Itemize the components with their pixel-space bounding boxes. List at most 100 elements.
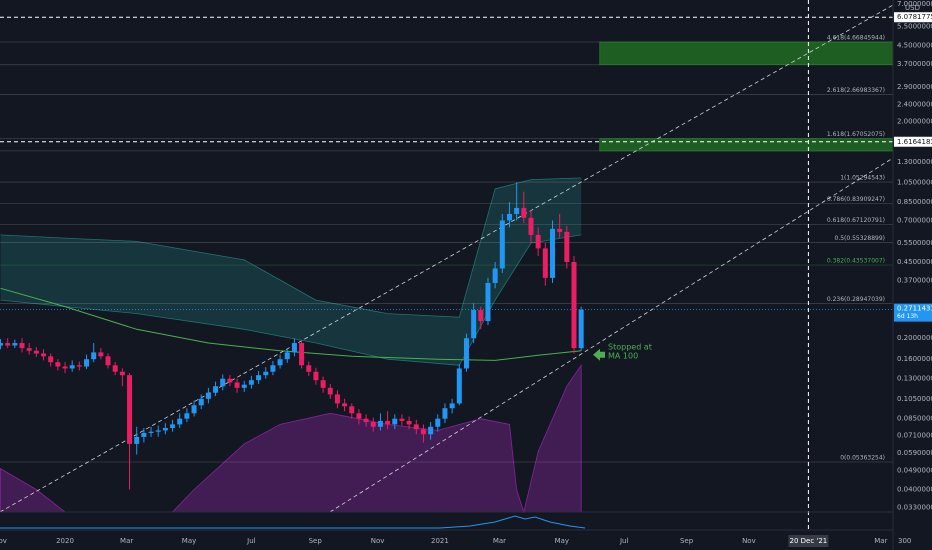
- candle-body: [26, 348, 32, 351]
- candle-body: [492, 268, 498, 283]
- last-price-label: 0.27114311: [897, 305, 932, 313]
- candle-body: [342, 403, 348, 407]
- candles: [0, 182, 584, 490]
- candle-body: [356, 413, 362, 419]
- fib-label: 0.5(0.55328899): [835, 235, 886, 242]
- y-tick-label: 7.0000000: [897, 0, 932, 8]
- y-tick-label: 5.5000000: [897, 23, 932, 31]
- candle-body: [220, 378, 226, 387]
- candle-body: [91, 352, 97, 360]
- fib-label: 0(0.05363254): [840, 454, 885, 461]
- candle-body: [205, 392, 211, 399]
- currency: USD: [905, 4, 920, 12]
- candle-body: [406, 420, 412, 425]
- target-zone: [599, 41, 894, 66]
- y-tick-label: 2.0000000: [897, 118, 932, 126]
- price-line-label: 1.61641838: [897, 138, 932, 146]
- annotation-text: Stopped at: [608, 342, 652, 351]
- price-line-tag: [894, 136, 932, 147]
- x-tick-label: Mar: [120, 537, 133, 545]
- band-fill: [0, 177, 582, 366]
- candle-body: [155, 430, 161, 432]
- y-tick-label: 1.3000000: [897, 158, 932, 166]
- candle-body: [270, 365, 276, 372]
- x-tick-label: May: [182, 537, 196, 545]
- indicator-label: 300: [898, 537, 911, 545]
- candle-body: [542, 248, 548, 278]
- y-tick-label: 0.05900000: [897, 449, 932, 457]
- candle-body: [485, 282, 491, 322]
- candle-body: [0, 343, 4, 346]
- y-tick-label: 0.16000000: [897, 355, 932, 363]
- y-tick-label: 0.07100000: [897, 432, 932, 440]
- crosshair-tag: [788, 535, 829, 547]
- x-tick-label: 2021: [431, 537, 449, 545]
- candle-body: [19, 343, 25, 349]
- candle-body: [334, 394, 340, 404]
- candle-body: [5, 343, 11, 346]
- candle-body: [385, 420, 391, 425]
- channel-lower: [329, 157, 894, 513]
- candle-body: [514, 207, 520, 214]
- candle-body: [198, 398, 204, 406]
- candle-body: [320, 380, 326, 388]
- y-tick-label: 2.9000000: [897, 83, 932, 91]
- ma100-line: [0, 287, 582, 361]
- fib-label: 4.618(4.66845944): [827, 35, 885, 42]
- x-tick-label: May: [555, 537, 569, 545]
- band-upper: [0, 177, 582, 318]
- fib-label: 0.382(0.43537007): [827, 258, 885, 265]
- candle-body: [184, 413, 190, 419]
- fib-label: 0.618(0.67120791): [827, 217, 885, 224]
- candle-body: [119, 371, 125, 376]
- candle-body: [62, 366, 68, 369]
- candle-body: [55, 362, 61, 367]
- candle-body: [112, 365, 118, 372]
- countdown: 6d 13h: [897, 313, 918, 320]
- y-tick-label: 0.13000000: [897, 375, 932, 383]
- candle-body: [162, 427, 168, 431]
- candle-body: [105, 356, 111, 366]
- candle-body: [277, 359, 283, 366]
- candle-body: [33, 350, 39, 354]
- candle-body: [127, 375, 133, 444]
- candle-body: [98, 352, 104, 357]
- fib-label: 1.618(1.67052075): [827, 131, 885, 138]
- x-tick-label: Nov: [371, 537, 385, 545]
- candle-body: [413, 424, 419, 430]
- candle-body: [48, 356, 54, 363]
- candle-body: [256, 375, 262, 381]
- candle-body: [499, 220, 505, 269]
- candle-body: [535, 234, 541, 249]
- x-tick-label: Jul: [619, 537, 629, 545]
- candle-body: [428, 426, 434, 435]
- envelope-area: [0, 364, 582, 514]
- y-tick-label: 0.55000000: [897, 239, 932, 247]
- fib-label: 0.236(0.28947039): [827, 296, 885, 303]
- candle-body: [177, 418, 183, 425]
- candle-body: [284, 352, 290, 360]
- last-price-tag: [894, 303, 932, 322]
- y-tick-label: 3.7000000: [897, 60, 932, 68]
- x-tick-label: Sep: [309, 537, 323, 545]
- candle-body: [399, 418, 405, 421]
- y-tick-label: 0.03300000: [897, 504, 932, 512]
- candle-body: [435, 418, 441, 427]
- candle-body: [420, 429, 426, 435]
- candle-body: [41, 353, 47, 357]
- candle-body: [76, 365, 82, 367]
- x-tick-label: Mar: [874, 537, 887, 545]
- candle-body: [578, 309, 584, 349]
- candle-body: [12, 343, 18, 346]
- y-tick-label: 0.20000000: [897, 334, 932, 342]
- y-tick-label: 0.04900000: [897, 466, 932, 474]
- candle-body: [471, 310, 477, 339]
- x-tick-label: ov: [0, 537, 7, 545]
- candle-body: [564, 231, 570, 262]
- fib-label: 0.786(0.83909247): [827, 196, 885, 203]
- candle-body: [449, 403, 455, 409]
- candle-body: [456, 368, 462, 404]
- candle-body: [213, 386, 219, 393]
- x-tick-label: 2020: [56, 537, 74, 545]
